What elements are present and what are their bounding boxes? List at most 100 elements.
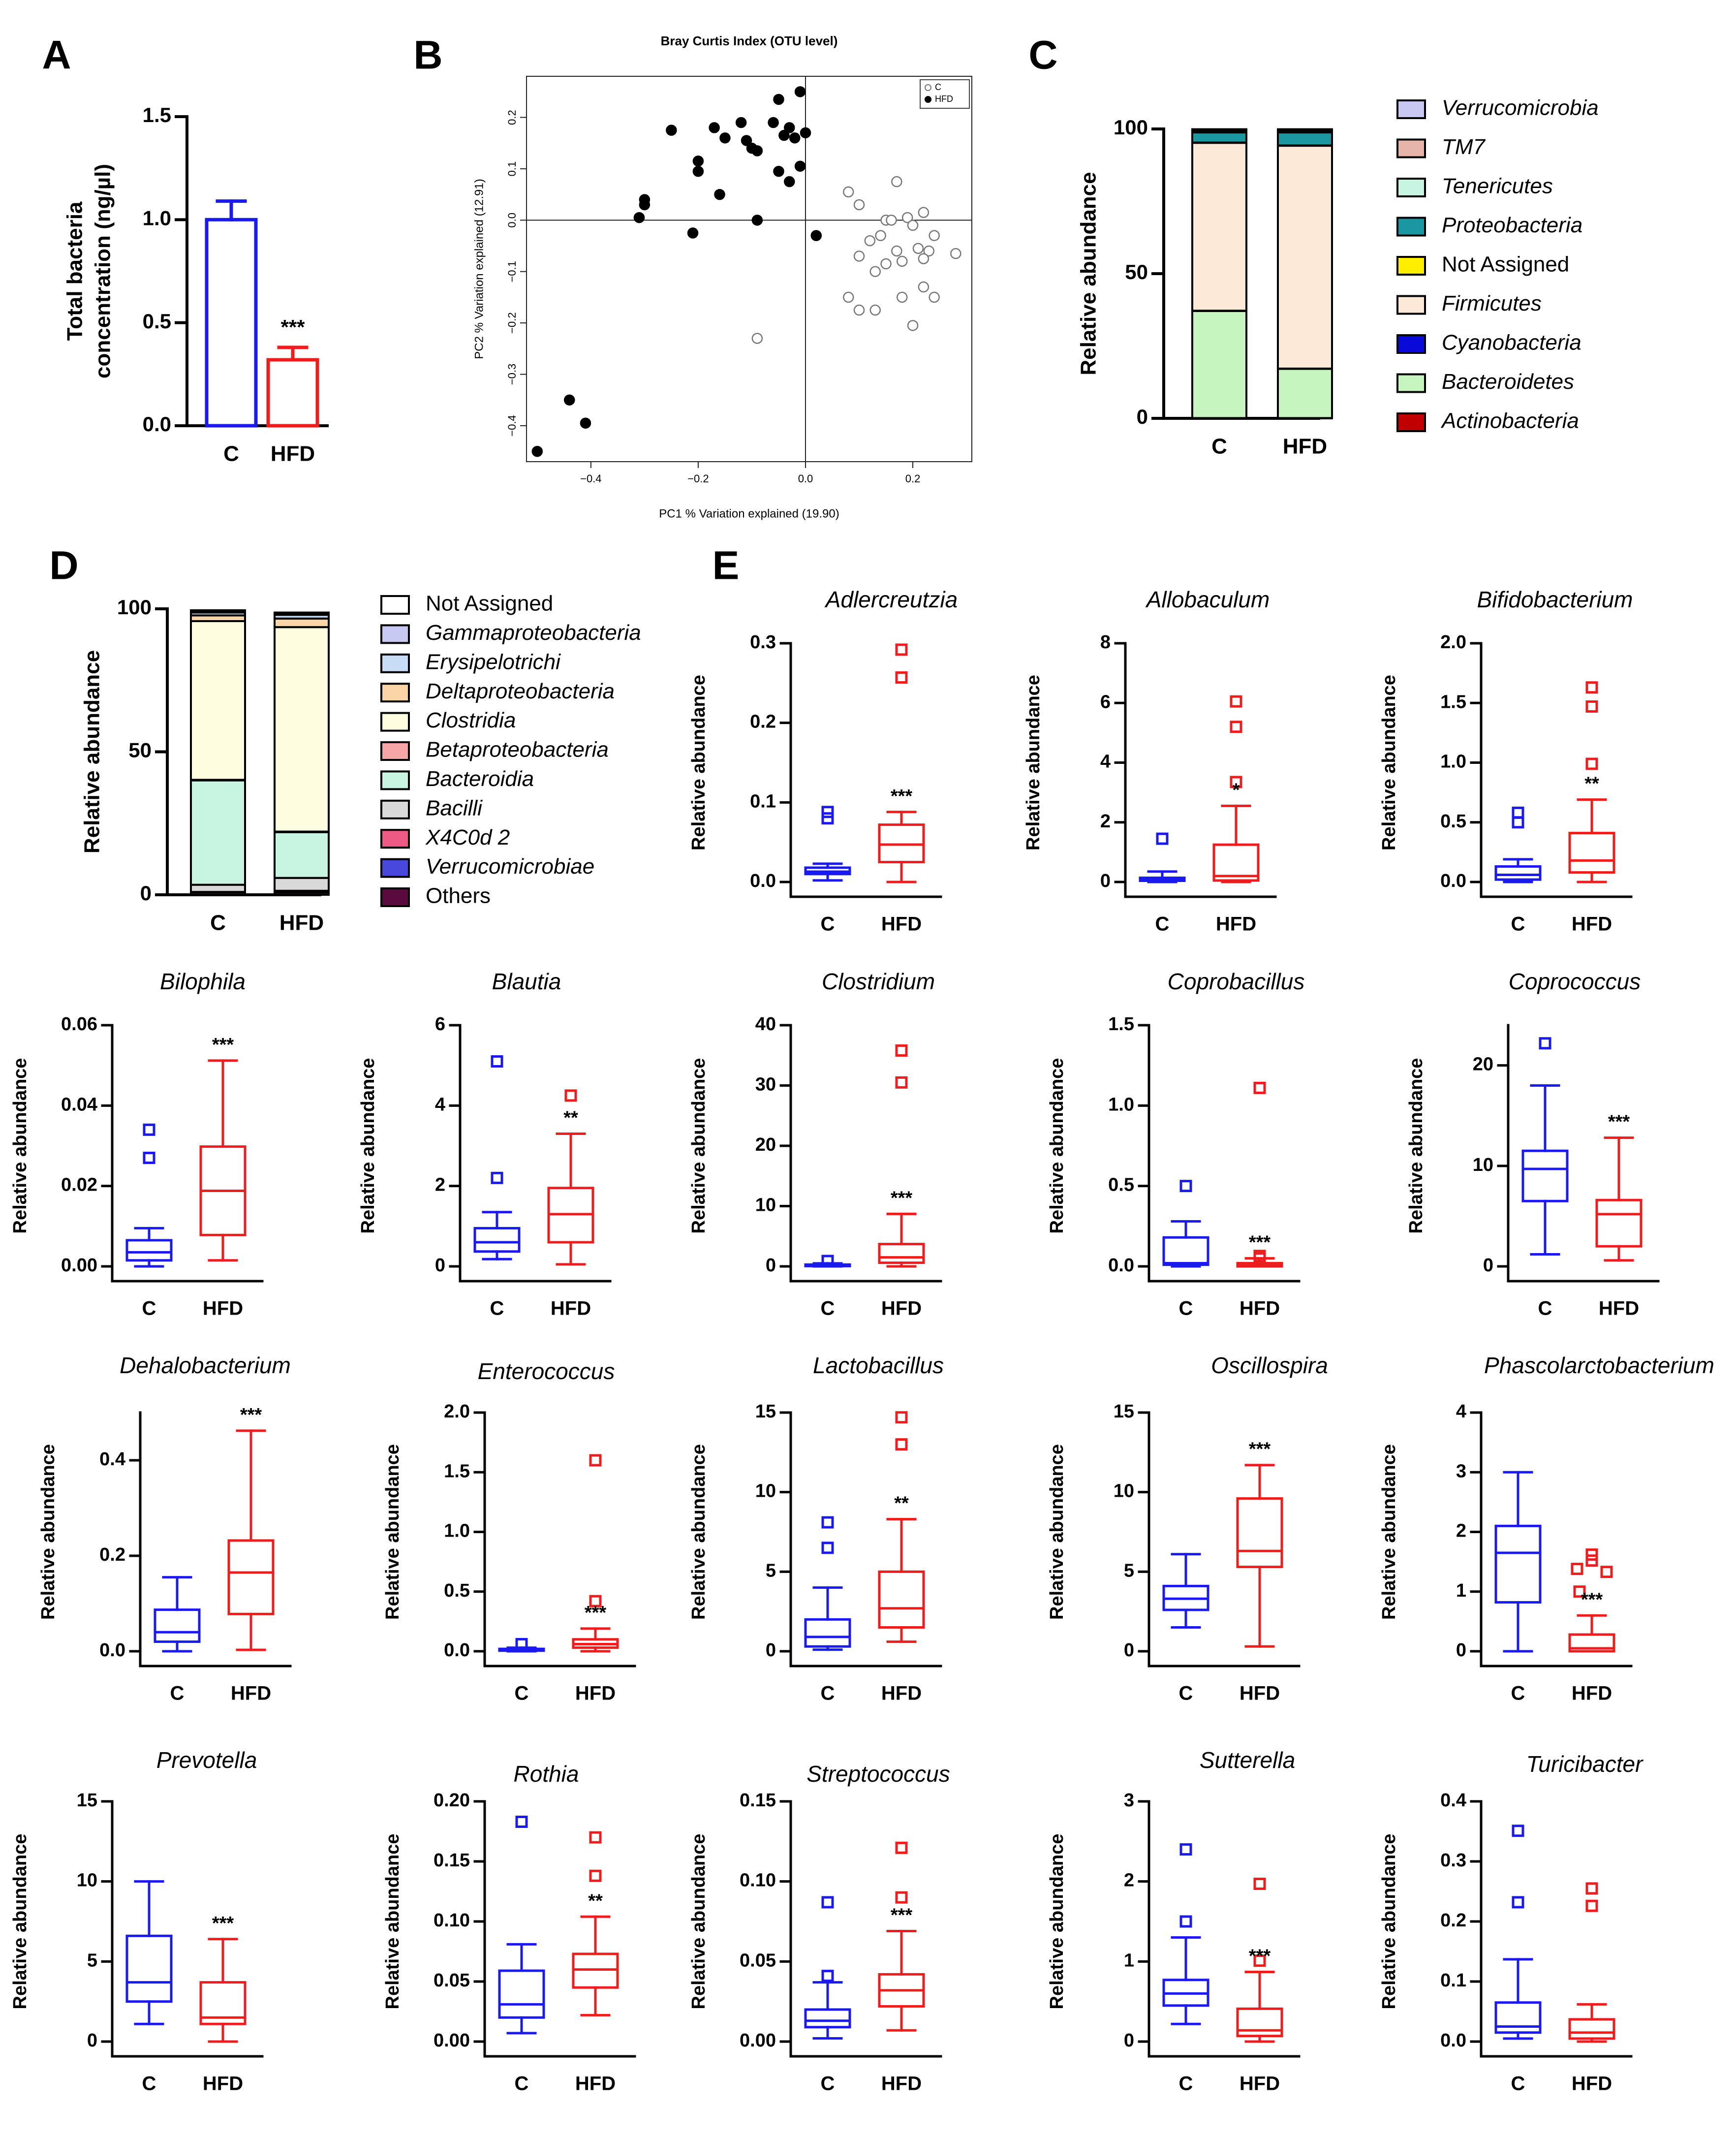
category-label: C (821, 1683, 835, 1704)
outlier-marker (515, 1637, 528, 1650)
scatter-point-c (897, 255, 908, 267)
x-tick-label: 0.2 (905, 472, 921, 485)
category-label: HFD (881, 1298, 922, 1320)
y-tick-label: 100 (1114, 116, 1148, 139)
boxplot-title: Rothia (514, 1761, 579, 1787)
scatter-point-hfd (719, 132, 731, 144)
legend-swatch (1396, 256, 1426, 276)
outlier-marker (1512, 1896, 1524, 1909)
category-label: C (821, 2073, 835, 2095)
outlier-marker (1253, 1878, 1266, 1890)
y-tick-label: 0 (140, 881, 152, 905)
boxplot-title: Bilophila (160, 969, 246, 994)
box (1568, 2018, 1615, 2040)
y-axis-label: Relative abundance (1379, 1444, 1399, 1620)
y-axis-label: Relative abundance (688, 1058, 709, 1234)
y-tick-label: 1.0 (444, 1521, 470, 1542)
y-axis-label: PC2 % Variation explained (12.91) (472, 179, 486, 359)
y-tick-label: 10 (1473, 1155, 1493, 1175)
legend-swatch (1396, 217, 1426, 237)
outlier-marker (1571, 1563, 1583, 1575)
y-tick-label: 40 (755, 1014, 776, 1035)
legend-swatch (380, 887, 410, 907)
scatter-point-c (869, 304, 881, 316)
panel-a: A 0.0 0.5 1.0 1.5 C HFD *** Total bacteria concen… (42, 33, 329, 466)
y-tick-label: 0 (766, 1255, 776, 1276)
scatter-point-c (880, 258, 892, 270)
legend-swatch (1396, 334, 1426, 354)
y-tick-label: 0.15 (740, 1790, 776, 1811)
stack-segment (274, 877, 330, 892)
scatter-point-hfd (794, 160, 806, 172)
outlier-marker (895, 1411, 908, 1424)
significance-label: *** (1249, 1946, 1271, 1967)
legend-swatch (380, 829, 410, 849)
y-tick-label: −0.2 (506, 312, 518, 333)
category-label: C (1511, 913, 1525, 935)
outlier-marker (491, 1055, 503, 1068)
box (473, 1227, 521, 1253)
outlier-marker (1585, 1899, 1598, 1912)
outlier-marker (1585, 681, 1598, 694)
scatter-point-hfd (773, 94, 784, 105)
box (1212, 843, 1260, 882)
boxplot-title: Phascolarctobacterium (1484, 1353, 1714, 1378)
scatter-point-c (891, 245, 902, 257)
legend-label: C (935, 82, 941, 92)
significance-label: *** (212, 1035, 234, 1055)
significance-label: *** (891, 1905, 913, 1926)
y-tick-label: 8 (1100, 632, 1111, 653)
category-label: C (142, 2073, 156, 2095)
stack-segment (190, 779, 246, 886)
outlier-marker (895, 1438, 908, 1451)
box (154, 1608, 201, 1643)
legend-swatch (1396, 412, 1426, 432)
x-tick-label: −0.2 (687, 472, 709, 485)
outlier-marker (1512, 806, 1524, 819)
boxplot-adlercreutzia: Adlercreutzia 0.0 0.1 0.2 0.3 Relative abunda… (688, 587, 958, 935)
significance-label: *** (585, 1603, 607, 1623)
scatter-point-hfd (789, 132, 801, 144)
boxplot-streptococcus: Streptococcus 0.00 0.05 0.10 0.15 Relative ab… (688, 1761, 950, 2094)
panel-letter-d: D (49, 543, 78, 588)
y-axis-label: Relative abundance (382, 1444, 403, 1620)
boxplot-enterococcus: Enterococcus 0.0 0.5 1.0 1.5 2.0 Relative abun… (382, 1358, 636, 1704)
y-tick-label: 0.5 (1108, 1175, 1134, 1196)
box (1568, 1633, 1615, 1653)
legend-swatch (380, 741, 410, 761)
boxplot-title: Dehalobacterium (120, 1353, 291, 1378)
significance-label: ** (894, 1493, 909, 1514)
category-label: C (515, 2073, 529, 2095)
y-tick-label: 1.5 (143, 103, 171, 126)
scatter-point-c (869, 266, 881, 277)
y-tick-label: 0.04 (61, 1094, 97, 1115)
outlier-marker (895, 643, 908, 656)
outlier-marker (1585, 1548, 1598, 1561)
box (498, 1969, 545, 2019)
y-tick-label: 50 (1125, 260, 1148, 283)
y-axis-label: Relative abundance (10, 1834, 31, 2010)
box (125, 1239, 173, 1262)
boxplot-blautia: Blautia 0 2 4 6 Relative abundance C HFD ** (358, 969, 612, 1320)
y-tick-label: 0.20 (434, 1790, 470, 1811)
y-tick-label: 0.00 (434, 2030, 470, 2051)
y-tick-label: 2.0 (1440, 632, 1466, 653)
y-tick-label: 10 (77, 1870, 97, 1891)
scatter-point-hfd (794, 86, 806, 97)
y-tick-label: 1.5 (1440, 692, 1466, 712)
boxplot-lactobacillus: Lactobacillus 0 5 10 15 Relative abundance C HF… (688, 1353, 944, 1704)
panel-c: C 0 50 100 Relative abundance C HFD Verrucomicr… (1028, 33, 1598, 459)
category-label: HFD (881, 2073, 922, 2095)
legend-swatch (380, 799, 410, 819)
boxplot-title: Enterococcus (478, 1358, 615, 1384)
legend-swatch (1396, 178, 1426, 197)
boxplot-turicibacter: Turicibacter 0.0 0.1 0.2 0.3 0.4 Relative abun… (1379, 1751, 1643, 2094)
scatter-point-hfd (810, 230, 822, 241)
outlier-marker (895, 1076, 908, 1089)
legend-label: Actinobacteria (1440, 409, 1579, 433)
legend-swatch (380, 858, 410, 878)
category-label: HFD (1283, 435, 1327, 459)
outlier-marker (491, 1171, 503, 1184)
scatter-point-hfd (778, 129, 790, 141)
outlier-marker (1573, 1585, 1586, 1598)
